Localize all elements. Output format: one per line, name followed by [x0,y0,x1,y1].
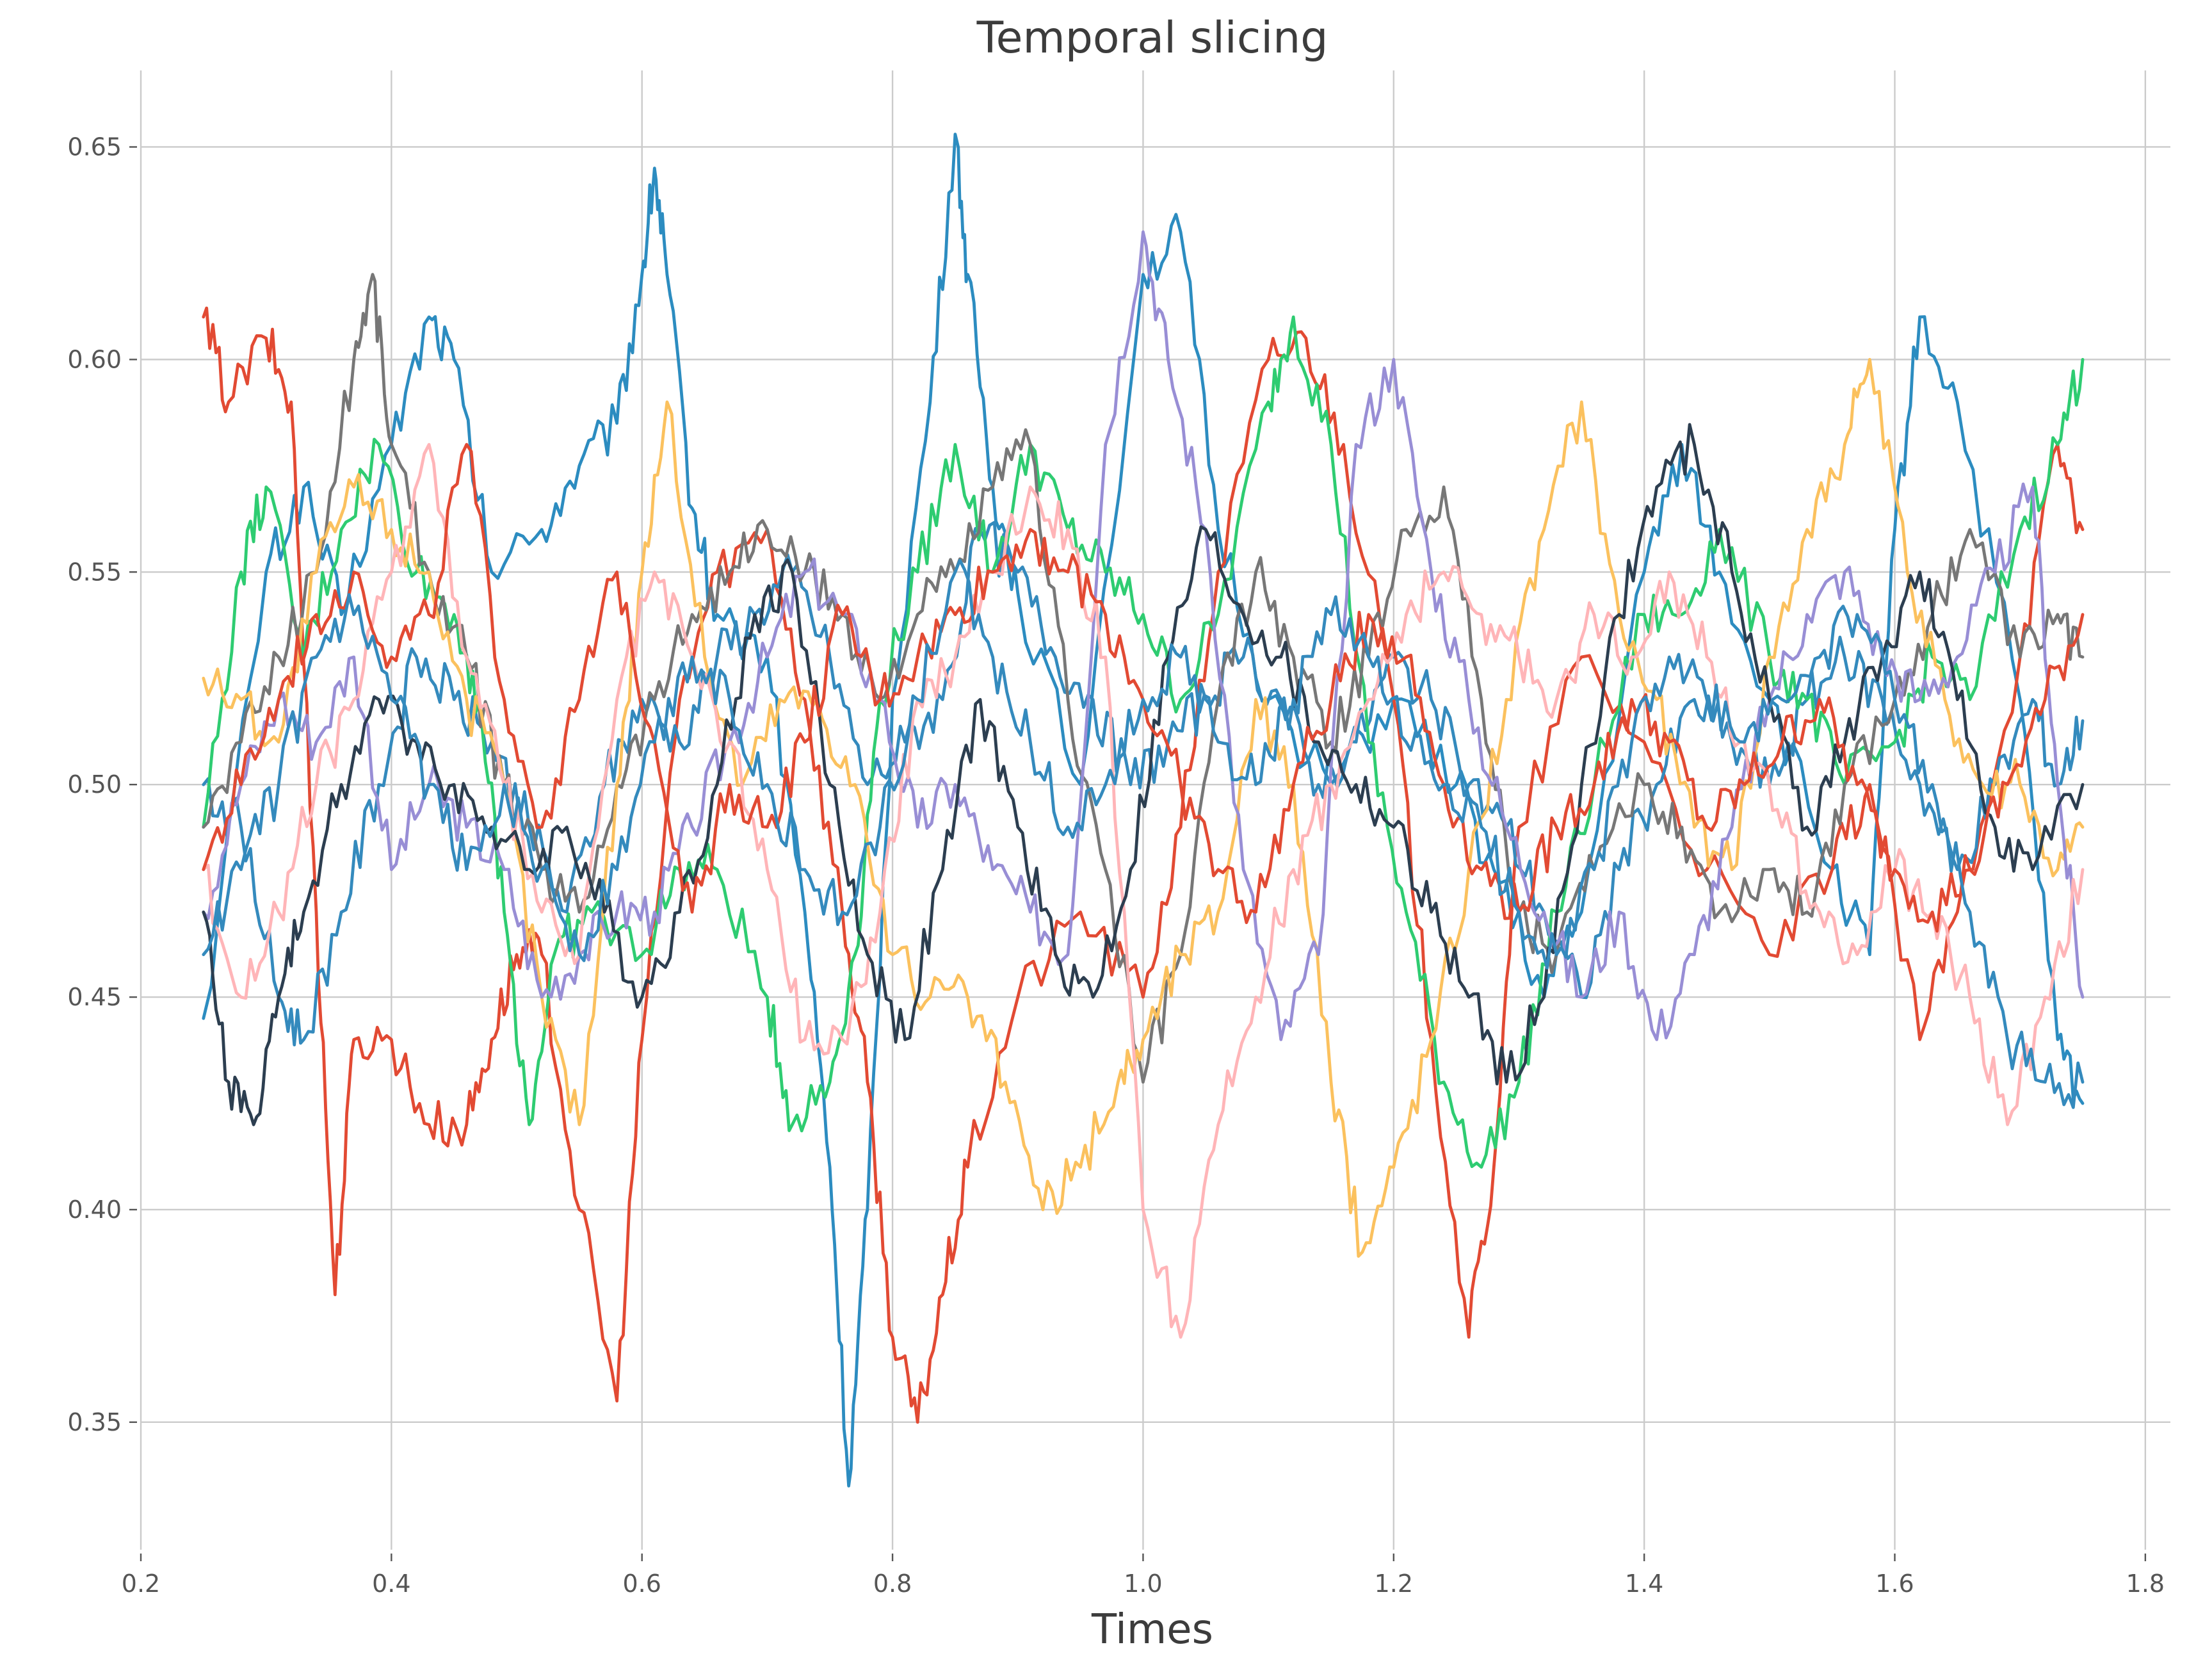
x-tick-label: 1.2 [1375,1570,1413,1598]
series-line [202,133,2085,1488]
x-axis-label: Times [1091,1606,1213,1653]
y-tick-label: 0.50 [67,770,122,799]
x-tick-label: 1.0 [1124,1570,1162,1598]
chart-title: Temporal slicing [976,13,1328,63]
x-tick-label: 1.6 [1875,1570,1914,1598]
series-line [202,315,2085,1169]
x-tick-label: 1.8 [2126,1570,2165,1598]
y-tick-label: 0.65 [67,133,122,161]
series-line [202,558,2085,1109]
series-lines [202,133,2085,1488]
y-tick-label: 0.55 [67,558,122,586]
y-tick-label: 0.40 [67,1196,122,1224]
x-tick-label: 0.2 [122,1570,160,1598]
x-tick-label: 0.4 [372,1570,410,1598]
series-line [202,230,2085,1041]
x-tick-label: 1.4 [1625,1570,1663,1598]
x-tick-label: 0.6 [622,1570,661,1598]
series-line [202,306,2085,1424]
series-line [202,442,2085,1339]
series-line [202,358,2085,1258]
y-tick-label: 0.35 [67,1408,122,1436]
y-tick-label: 0.45 [67,983,122,1011]
x-tick-label: 0.8 [873,1570,912,1598]
axis-ticks: 0.2 0.4 0.6 0.8 1.0 1.2 1.4 1.6 1.8 0.35 0.40 0.45 0… [67,133,2165,1598]
series-line [202,423,2085,1126]
y-tick-label: 0.60 [67,345,122,373]
